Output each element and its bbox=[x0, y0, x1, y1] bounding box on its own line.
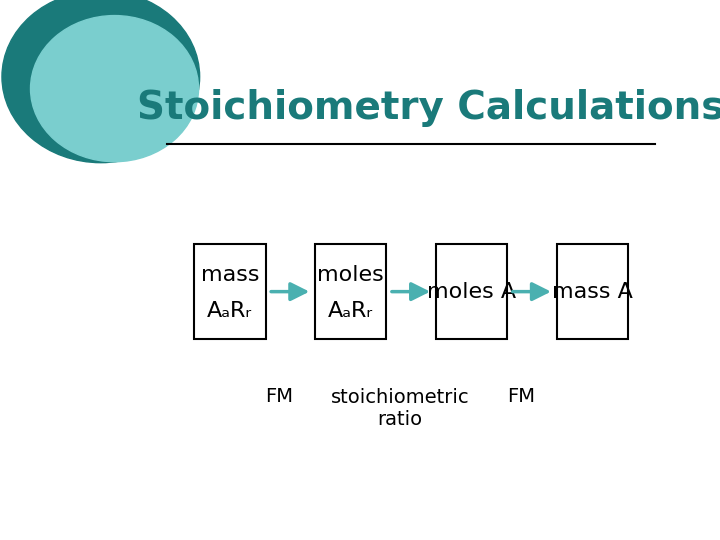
Text: Stoichiometry Calculations: Stoichiometry Calculations bbox=[137, 89, 720, 127]
Circle shape bbox=[30, 16, 199, 161]
Text: stoichiometric
ratio: stoichiometric ratio bbox=[330, 388, 469, 429]
FancyBboxPatch shape bbox=[315, 244, 387, 340]
Text: AₐRᵣ: AₐRᵣ bbox=[328, 301, 373, 321]
Text: FM: FM bbox=[265, 387, 293, 406]
FancyBboxPatch shape bbox=[436, 244, 507, 340]
Text: mass: mass bbox=[201, 265, 259, 285]
Text: moles: moles bbox=[318, 265, 384, 285]
Text: mass A: mass A bbox=[552, 282, 633, 302]
Text: FM: FM bbox=[507, 387, 535, 406]
FancyBboxPatch shape bbox=[194, 244, 266, 340]
Text: moles A: moles A bbox=[427, 282, 516, 302]
Circle shape bbox=[2, 0, 199, 163]
FancyBboxPatch shape bbox=[557, 244, 628, 340]
Text: AₐRᵣ: AₐRᵣ bbox=[207, 301, 253, 321]
